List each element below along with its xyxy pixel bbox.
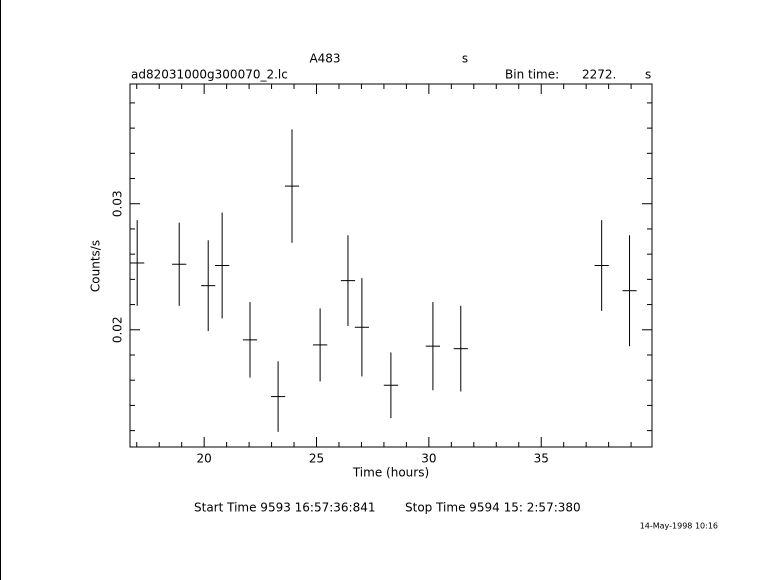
- x-tick-label: 25: [309, 452, 324, 466]
- title-unit: s: [462, 52, 468, 66]
- start-time: Start Time 9593 16:57:36:841: [194, 501, 376, 515]
- x-tick-label: 20: [197, 452, 212, 466]
- subtitle: ad82031000g300070_2.lc: [131, 68, 288, 82]
- x-axis-label: Time (hours): [352, 466, 429, 480]
- x-tick-label: 35: [534, 452, 549, 466]
- y-tick-label: 0.02: [111, 316, 125, 343]
- x-tick-label: 30: [421, 452, 436, 466]
- bin-label: Bin time:: [505, 68, 559, 82]
- y-tick-label: 0.03: [111, 190, 125, 217]
- plot-frame: [129, 83, 653, 448]
- bin-value: 2272.: [582, 68, 616, 82]
- bin-unit: s: [645, 68, 651, 82]
- chart-title: A483: [309, 52, 340, 66]
- y-axis-label: Counts/s: [89, 240, 103, 292]
- date-stamp: 14-May-1998 10:16: [640, 522, 718, 531]
- stop-time: Stop Time 9594 15: 2:57:380: [405, 501, 581, 515]
